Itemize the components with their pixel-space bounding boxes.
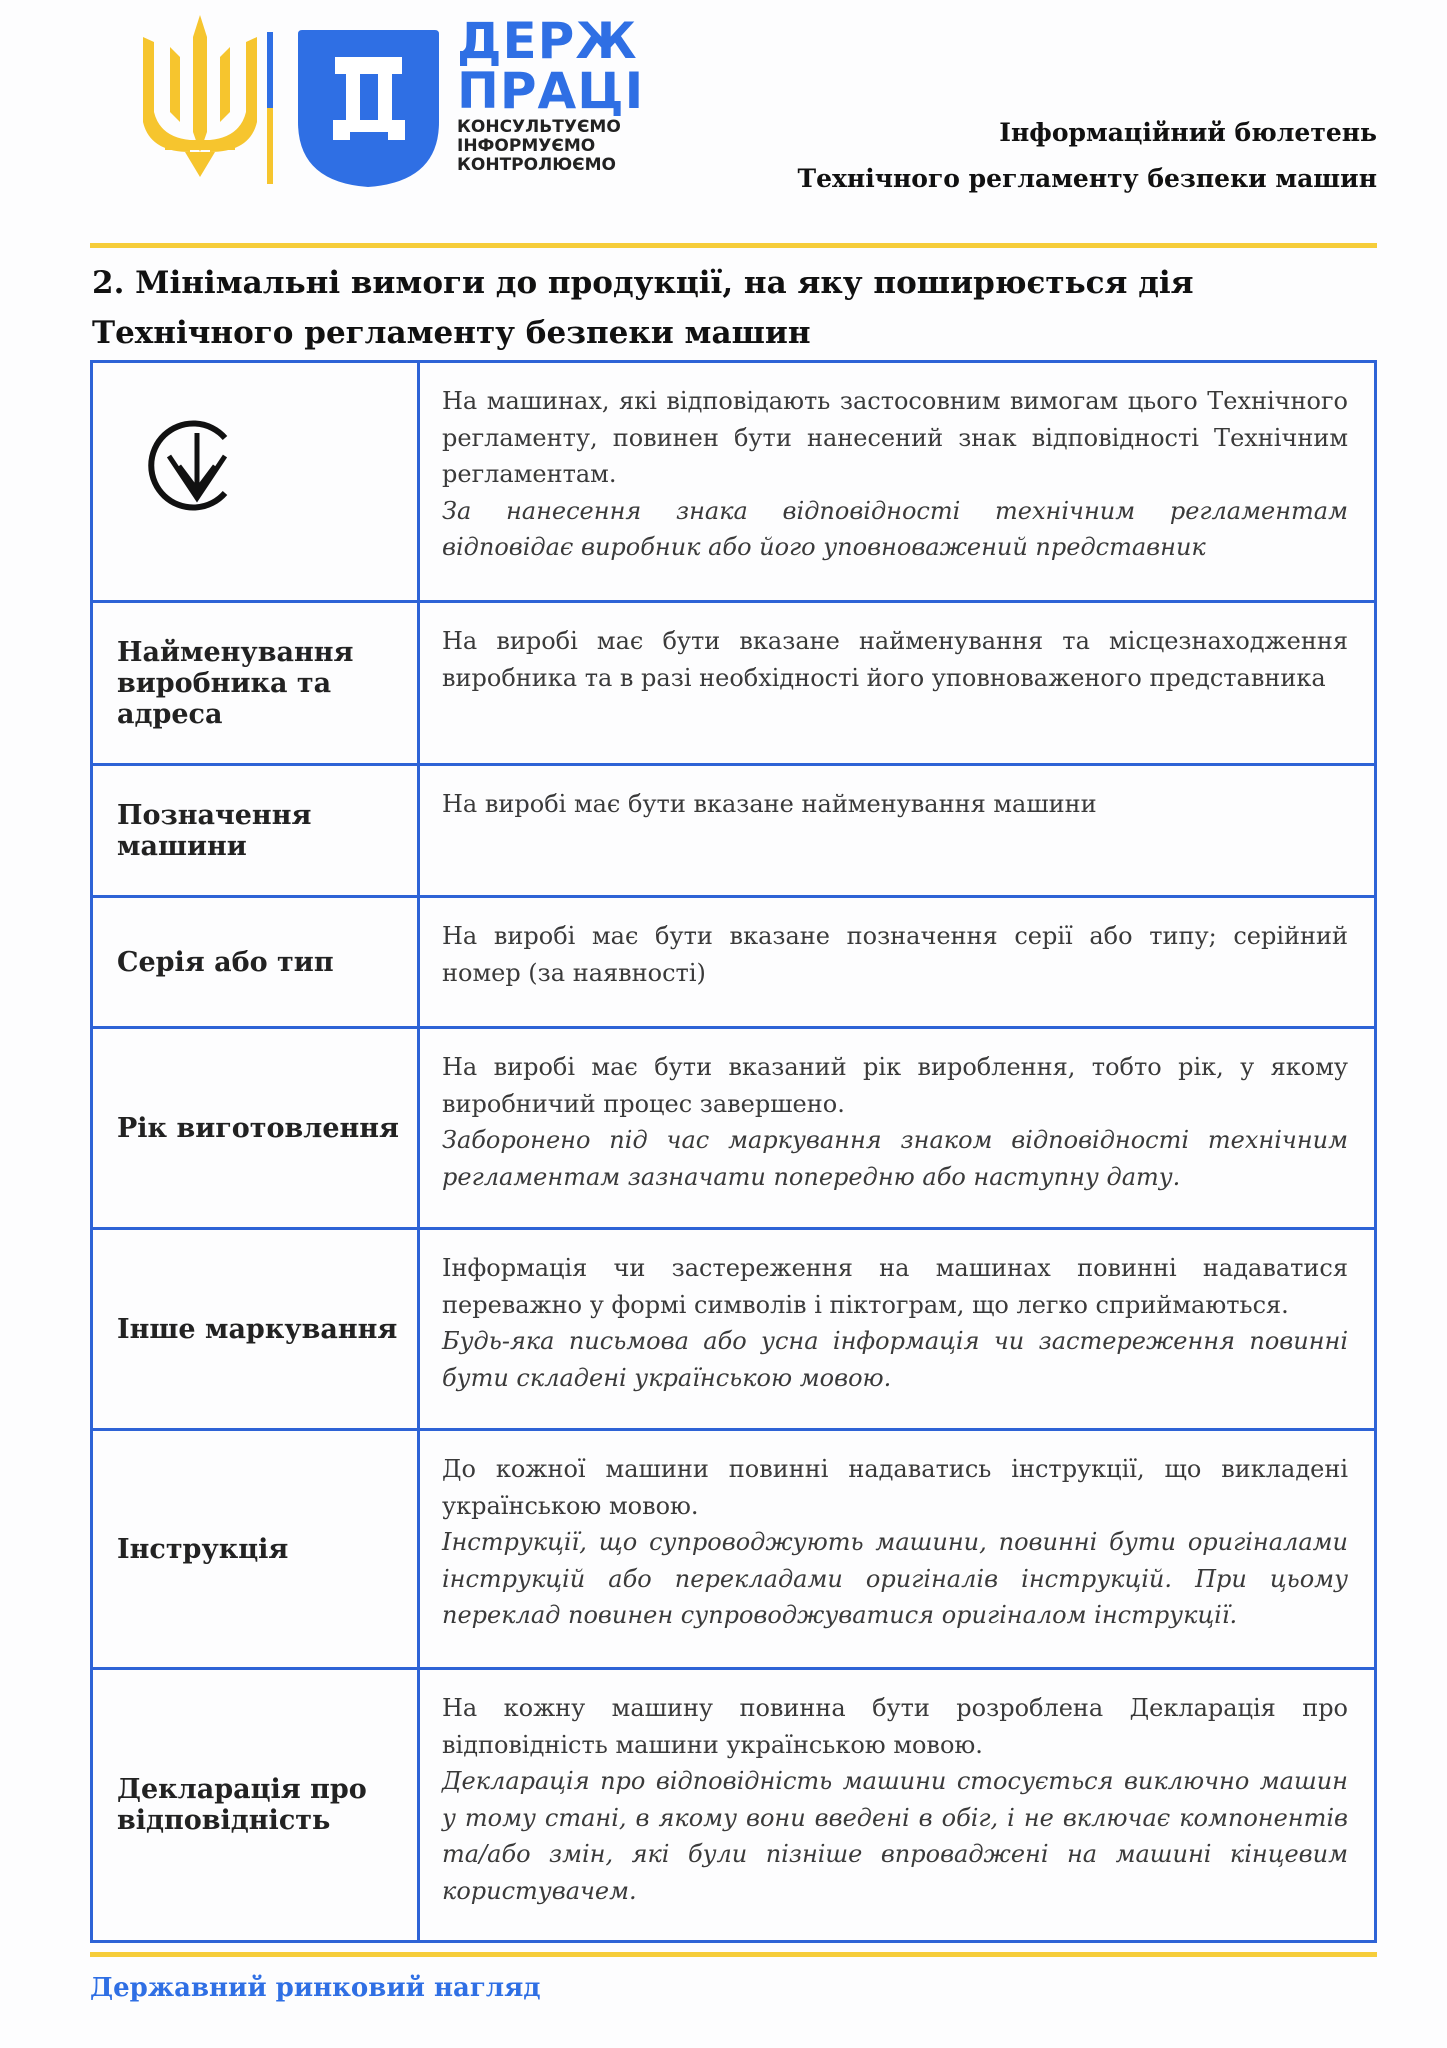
table-row: Рік виготовлення На виробі має бути вказа… (90, 1026, 1377, 1230)
table-row: Інше маркування Інформація чи застереженн… (90, 1227, 1377, 1431)
row-description: На виробі має бути вказаний рік вироблен… (417, 1026, 1377, 1230)
requirement-text: На виробі має бути вказане позначення се… (442, 922, 1348, 987)
row-description: На машинах, які відповідають застосовним… (417, 360, 1377, 603)
row-label: Інструкція (90, 1428, 420, 1670)
requirement-text: Інформація чи застереження на машинах по… (442, 1254, 1348, 1319)
row-label: Декларація про відповідність (90, 1667, 420, 1943)
tagline-2: ІНФОРМУЄМО (457, 136, 596, 156)
section-title-line-1: 2. Мінімальні вимоги до продукції, на як… (92, 265, 1194, 301)
row-description: На виробі має бути вказане найменування … (417, 763, 1377, 898)
derzhpratsi-logo (140, 12, 640, 187)
requirement-text: До кожної машини повинні надаватись інст… (442, 1455, 1348, 1520)
row-description: На виробі має бути вказане позначення се… (417, 895, 1377, 1029)
row-description: На кожну машину повинна бути розроблена … (417, 1667, 1377, 1943)
row-description: Інформація чи застереження на машинах по… (417, 1227, 1377, 1431)
row-label: Позначення машини (90, 763, 420, 898)
header-divider (90, 243, 1377, 248)
requirement-note: Будь-яка письмова або усна інформація чи… (442, 1327, 1348, 1392)
row-label: Інше маркування (90, 1227, 420, 1431)
row-label: Рік виготовлення (90, 1026, 420, 1230)
table-row: Інструкція До кожної машини повинні надав… (90, 1428, 1377, 1670)
row-label: Найменування виробника та адреса (90, 600, 420, 766)
brand-line-2: ПРАЦІ (457, 62, 645, 120)
row-description: До кожної машини повинні надаватись інст… (417, 1428, 1377, 1670)
conformity-mark-icon (148, 420, 228, 511)
requirement-note: За нанесення знака відповідності технічн… (442, 496, 1348, 562)
requirement-note: Декларація про відповідність машини стос… (442, 1767, 1348, 1905)
requirement-text: На кожну машину повинна бути розроблена … (442, 1694, 1348, 1759)
requirement-note: Інструкції, що супроводжують машини, пов… (442, 1528, 1348, 1629)
row-label (90, 360, 420, 603)
requirements-table: На машинах, які відповідають застосовним… (90, 360, 1377, 1943)
table-row: На машинах, які відповідають застосовним… (90, 360, 1377, 603)
row-label: Серія або тип (90, 895, 420, 1029)
tagline-3: КОНТРОЛЮЄМО (457, 155, 617, 175)
requirement-text: На машинах, які відповідають застосовним… (442, 387, 1348, 488)
table-row: Найменування виробника та адреса На вироб… (90, 600, 1377, 766)
requirement-text: На виробі має бути вказаний рік вироблен… (442, 1053, 1348, 1118)
requirement-text: На виробі має бути вказане найменування … (442, 627, 1348, 692)
brand-tagline: КОНСУЛЬТУЄМО ІНФОРМУЄМО КОНТРОЛЮЄМО (457, 118, 621, 175)
footer-divider (90, 1952, 1377, 1957)
section-title-line-2: Технічного регламенту безпеки машин (92, 315, 811, 351)
table-row: Декларація про відповідність На кожну маш… (90, 1667, 1377, 1943)
table-row: Серія або тип На виробі має бути вказане … (90, 895, 1377, 1029)
tagline-1: КОНСУЛЬТУЄМО (457, 117, 621, 137)
bulletin-subtitle: Технічного регламенту безпеки машин (797, 164, 1378, 193)
requirement-note: Заборонено під час маркування знаком від… (442, 1126, 1348, 1191)
brand-line-1: ДЕРЖ (457, 12, 638, 70)
requirement-text: На виробі має бути вказане найменування … (442, 790, 1097, 818)
row-description: На виробі має бути вказане найменування … (417, 600, 1377, 766)
trident-shield-logo-icon (143, 15, 439, 187)
table-row: Позначення машини На виробі має бути вказ… (90, 763, 1377, 898)
brand-name: ДЕРЖ ПРАЦІ (457, 16, 644, 116)
footer-text: Державний ринковий нагляд (90, 1973, 541, 2003)
bulletin-title: Інформаційний бюлетень (999, 118, 1377, 147)
section-title: 2. Мінімальні вимоги до продукції, на як… (92, 258, 1194, 358)
